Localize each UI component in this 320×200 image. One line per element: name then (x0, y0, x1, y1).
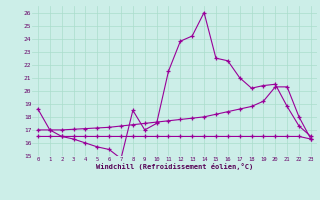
X-axis label: Windchill (Refroidissement éolien,°C): Windchill (Refroidissement éolien,°C) (96, 163, 253, 170)
